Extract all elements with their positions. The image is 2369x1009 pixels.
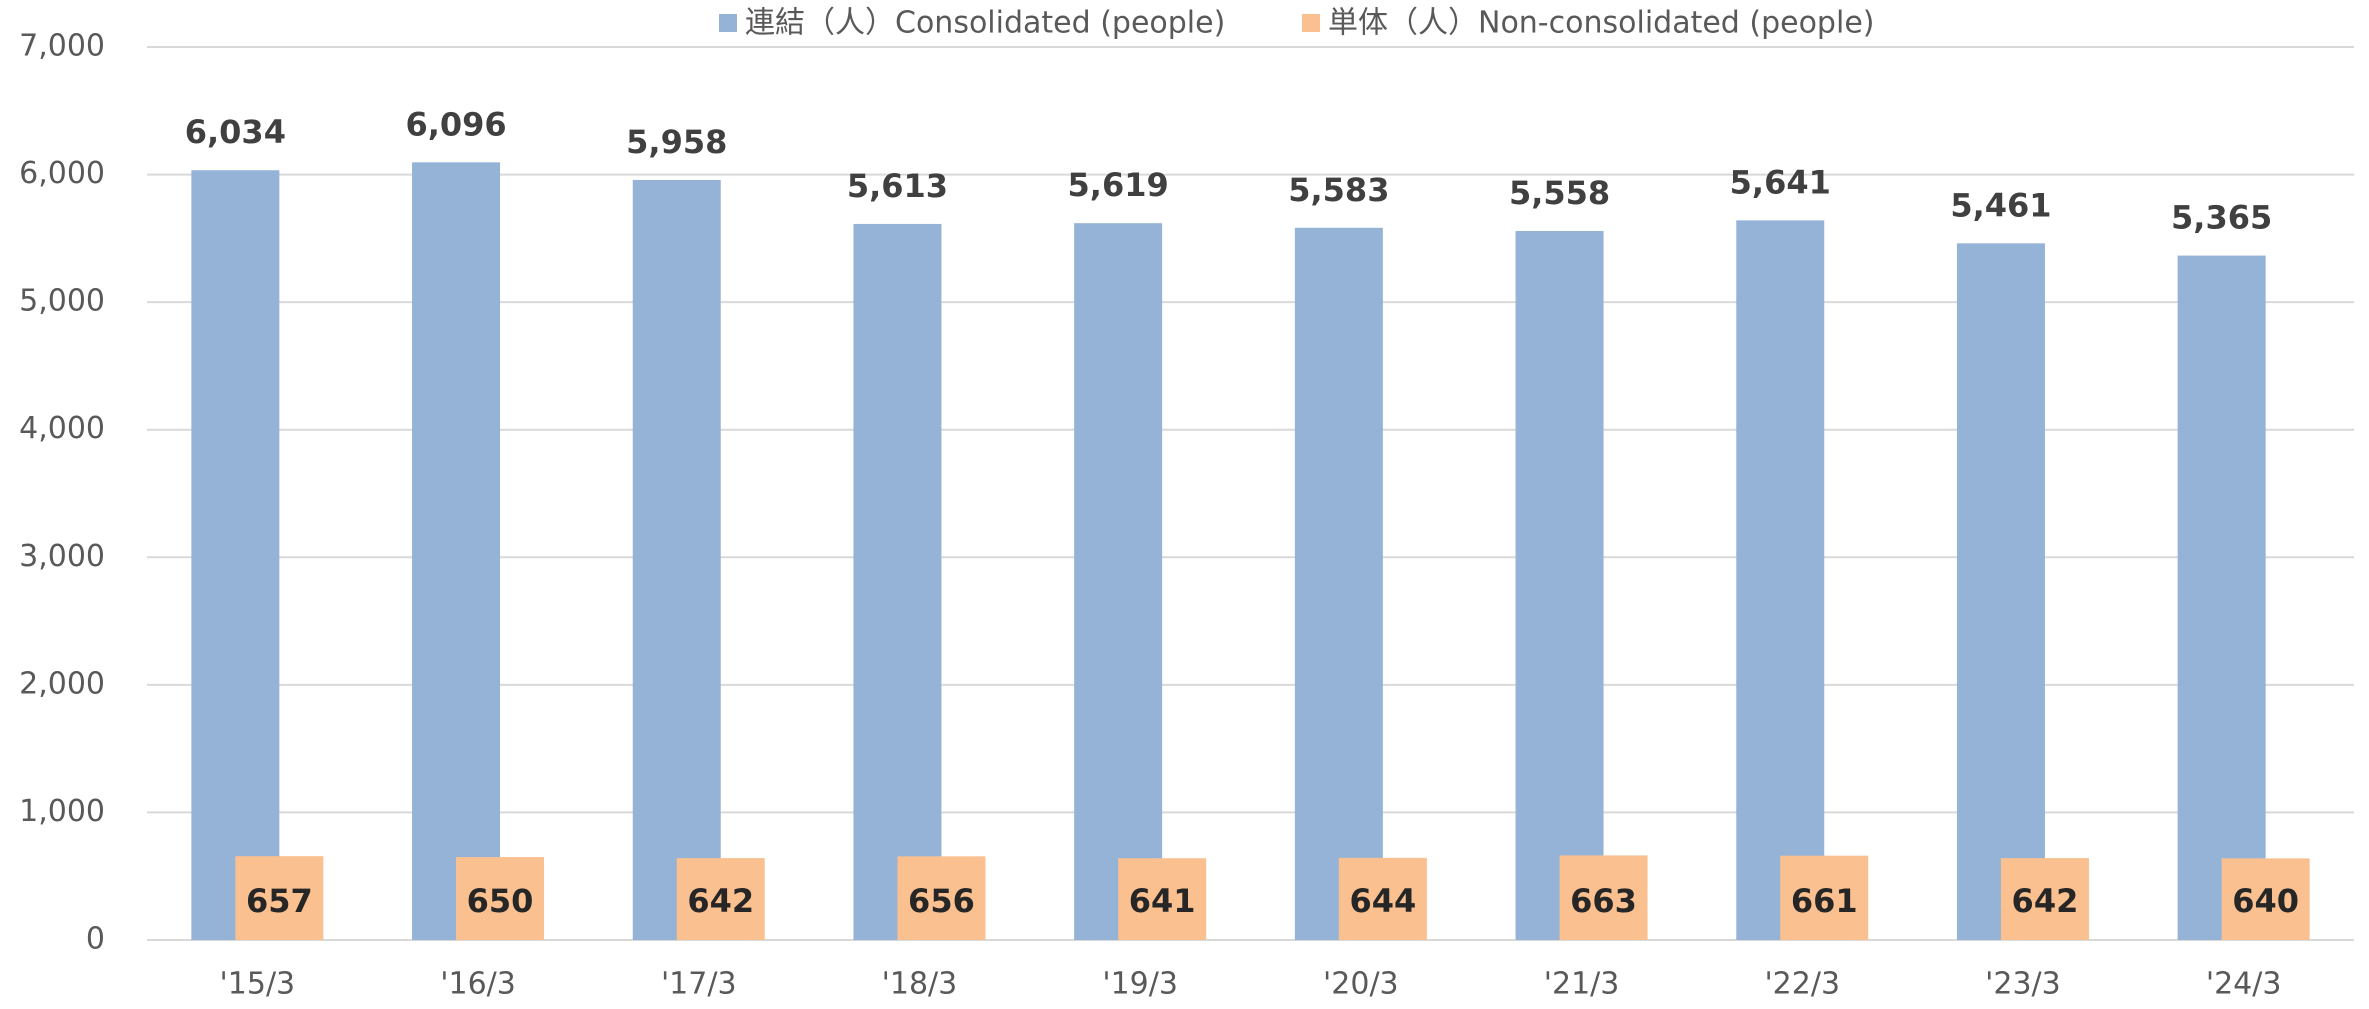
x-tick-label: '15/3 <box>220 967 296 1002</box>
bar <box>2000 858 2089 940</box>
data-label: 5,558 <box>1509 174 1610 212</box>
data-label: 644 <box>1349 882 1416 920</box>
bar <box>1338 857 1427 940</box>
data-label: 6,096 <box>405 105 506 143</box>
x-tick-label: '21/3 <box>1544 967 1620 1002</box>
y-tick-label: 6,000 <box>19 156 105 191</box>
y-tick-label: 1,000 <box>19 794 105 829</box>
bar <box>1956 243 2045 941</box>
legend-label: 単体（人）Non-consolidated (people) <box>1328 6 1874 41</box>
bar <box>632 179 721 940</box>
x-tick-label: '18/3 <box>882 967 958 1002</box>
data-label: 640 <box>2232 882 2299 920</box>
bar <box>1736 220 1825 940</box>
legend-swatch <box>1302 14 1320 32</box>
legend-label: 連結（人）Consolidated (people) <box>745 6 1225 41</box>
x-tick-label: '19/3 <box>1102 967 1178 1002</box>
x-tick-label: '22/3 <box>1764 967 1840 1002</box>
bar <box>676 858 765 940</box>
data-label: 5,619 <box>1068 166 1169 204</box>
data-label: 5,613 <box>847 167 948 205</box>
data-label: 642 <box>687 882 754 920</box>
bar <box>1559 855 1648 940</box>
data-label: 5,641 <box>1730 163 1831 201</box>
y-tick-label: 3,000 <box>19 539 105 574</box>
bar <box>1515 230 1604 940</box>
bar <box>1294 227 1383 941</box>
data-label: 656 <box>908 882 975 920</box>
x-tick-label: '17/3 <box>661 967 737 1002</box>
bar <box>235 856 324 940</box>
y-tick-label: 5,000 <box>19 284 105 319</box>
x-tick-label: '16/3 <box>440 967 516 1002</box>
bar <box>897 856 986 940</box>
y-tick-label: 7,000 <box>19 29 105 64</box>
data-label: 642 <box>2012 882 2079 920</box>
data-label: 650 <box>467 882 534 920</box>
bar <box>853 223 942 940</box>
bar <box>1780 855 1869 940</box>
bar <box>412 162 501 940</box>
data-label: 5,365 <box>2171 199 2272 237</box>
data-label: 657 <box>246 882 313 920</box>
bar <box>1074 223 1163 940</box>
x-tick-label: '24/3 <box>2206 967 2282 1002</box>
bar <box>456 857 545 940</box>
x-tick-label: '20/3 <box>1323 967 1399 1002</box>
bar <box>2221 858 2310 940</box>
data-label: 641 <box>1129 882 1196 920</box>
legend-swatch <box>719 14 737 32</box>
data-label: 5,958 <box>626 123 727 161</box>
data-label: 663 <box>1570 882 1637 920</box>
data-label: 5,461 <box>1950 186 2051 224</box>
bar <box>1118 858 1207 940</box>
data-label: 5,583 <box>1288 171 1389 209</box>
bar <box>191 170 280 940</box>
data-label: 661 <box>1791 882 1858 920</box>
bar <box>2177 255 2266 940</box>
y-tick-label: 0 <box>86 922 105 957</box>
data-label: 6,034 <box>185 113 286 151</box>
y-tick-label: 2,000 <box>19 666 105 701</box>
y-tick-label: 4,000 <box>19 411 105 446</box>
x-tick-label: '23/3 <box>1985 967 2061 1002</box>
